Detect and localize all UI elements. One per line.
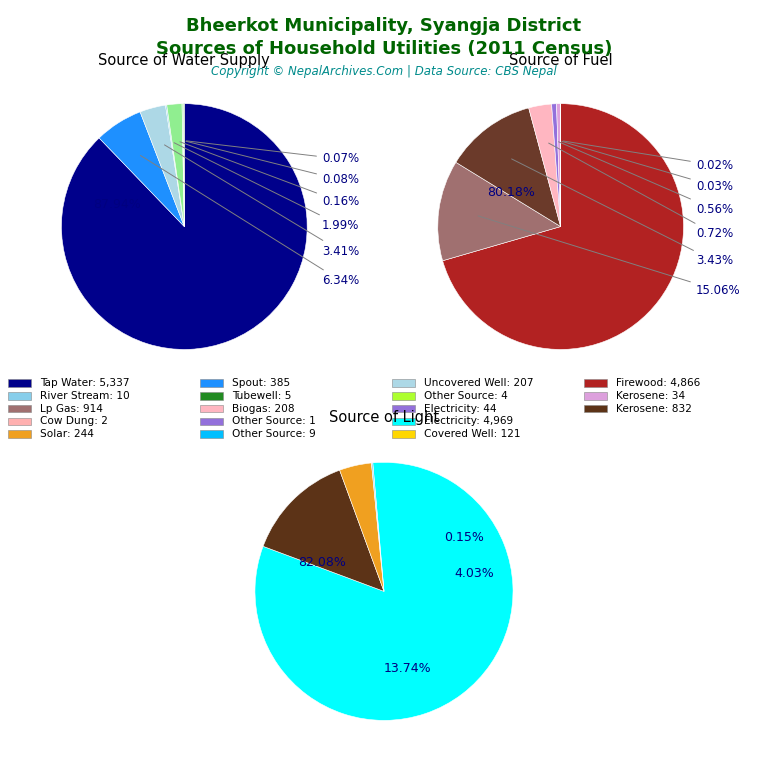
Text: Other Source: 1: Other Source: 1 (232, 416, 316, 426)
Wedge shape (167, 104, 184, 227)
Wedge shape (372, 463, 384, 591)
Text: 0.03%: 0.03% (561, 141, 733, 193)
Text: 0.07%: 0.07% (187, 141, 359, 165)
Text: Uncovered Well: 207: Uncovered Well: 207 (424, 378, 534, 389)
Wedge shape (438, 162, 561, 261)
Title: Source of Light: Source of Light (329, 410, 439, 425)
Wedge shape (255, 462, 513, 720)
Text: 82.08%: 82.08% (298, 557, 346, 570)
Text: Kerosene: 832: Kerosene: 832 (616, 403, 692, 414)
Text: 0.02%: 0.02% (563, 141, 733, 171)
Text: 3.41%: 3.41% (164, 145, 359, 257)
Text: 0.16%: 0.16% (180, 142, 359, 208)
Text: 3.43%: 3.43% (511, 159, 733, 267)
Text: Cow Dung: 2: Cow Dung: 2 (40, 416, 108, 426)
Wedge shape (551, 104, 561, 227)
FancyBboxPatch shape (200, 405, 223, 412)
Text: Electricity: 4,969: Electricity: 4,969 (424, 416, 513, 426)
Text: 1.99%: 1.99% (174, 143, 359, 232)
FancyBboxPatch shape (8, 430, 31, 438)
Wedge shape (263, 470, 384, 591)
Text: 0.08%: 0.08% (186, 141, 359, 187)
Text: Electricity: 44: Electricity: 44 (424, 403, 496, 414)
FancyBboxPatch shape (392, 379, 415, 387)
FancyBboxPatch shape (584, 392, 607, 399)
Text: 80.18%: 80.18% (488, 186, 535, 199)
Wedge shape (557, 104, 561, 227)
Text: 0.72%: 0.72% (548, 143, 733, 240)
Wedge shape (528, 104, 561, 227)
Text: Tubewell: 5: Tubewell: 5 (232, 391, 291, 401)
Text: 13.74%: 13.74% (383, 662, 431, 675)
Text: Lp Gas: 914: Lp Gas: 914 (40, 403, 103, 414)
Text: River Stream: 10: River Stream: 10 (40, 391, 130, 401)
FancyBboxPatch shape (8, 405, 31, 412)
FancyBboxPatch shape (392, 405, 415, 412)
Text: Covered Well: 121: Covered Well: 121 (424, 429, 521, 439)
Text: 4.03%: 4.03% (455, 567, 494, 580)
Wedge shape (165, 105, 184, 227)
Text: 87.94%: 87.94% (93, 198, 141, 211)
FancyBboxPatch shape (584, 379, 607, 387)
Wedge shape (182, 104, 184, 227)
FancyBboxPatch shape (392, 392, 415, 399)
Text: 0.15%: 0.15% (444, 531, 484, 544)
Title: Source of Water Supply: Source of Water Supply (98, 53, 270, 68)
Wedge shape (339, 463, 384, 591)
Wedge shape (99, 112, 184, 227)
Text: Spout: 385: Spout: 385 (232, 378, 290, 389)
FancyBboxPatch shape (392, 418, 415, 425)
Text: Other Source: 9: Other Source: 9 (232, 429, 316, 439)
Wedge shape (61, 104, 307, 349)
Wedge shape (442, 104, 684, 349)
Wedge shape (140, 105, 184, 227)
Text: 6.34%: 6.34% (141, 155, 359, 287)
Text: Firewood: 4,866: Firewood: 4,866 (616, 378, 700, 389)
FancyBboxPatch shape (584, 405, 607, 412)
Text: 0.56%: 0.56% (558, 142, 733, 216)
FancyBboxPatch shape (392, 430, 415, 438)
Wedge shape (456, 108, 561, 227)
FancyBboxPatch shape (200, 379, 223, 387)
Text: Biogas: 208: Biogas: 208 (232, 403, 295, 414)
Text: Tap Water: 5,337: Tap Water: 5,337 (40, 378, 130, 389)
FancyBboxPatch shape (200, 430, 223, 438)
FancyBboxPatch shape (8, 379, 31, 387)
FancyBboxPatch shape (8, 392, 31, 399)
Text: Bheerkot Municipality, Syangja District: Bheerkot Municipality, Syangja District (187, 17, 581, 35)
Text: 15.06%: 15.06% (478, 216, 740, 297)
Text: Copyright © NepalArchives.Com | Data Source: CBS Nepal: Copyright © NepalArchives.Com | Data Sou… (211, 65, 557, 78)
FancyBboxPatch shape (200, 418, 223, 425)
Text: Other Source: 4: Other Source: 4 (424, 391, 508, 401)
FancyBboxPatch shape (8, 418, 31, 425)
Text: Solar: 244: Solar: 244 (40, 429, 94, 439)
Title: Source of Fuel: Source of Fuel (509, 53, 612, 68)
Text: Kerosene: 34: Kerosene: 34 (616, 391, 685, 401)
FancyBboxPatch shape (200, 392, 223, 399)
Text: Sources of Household Utilities (2011 Census): Sources of Household Utilities (2011 Cen… (156, 40, 612, 58)
